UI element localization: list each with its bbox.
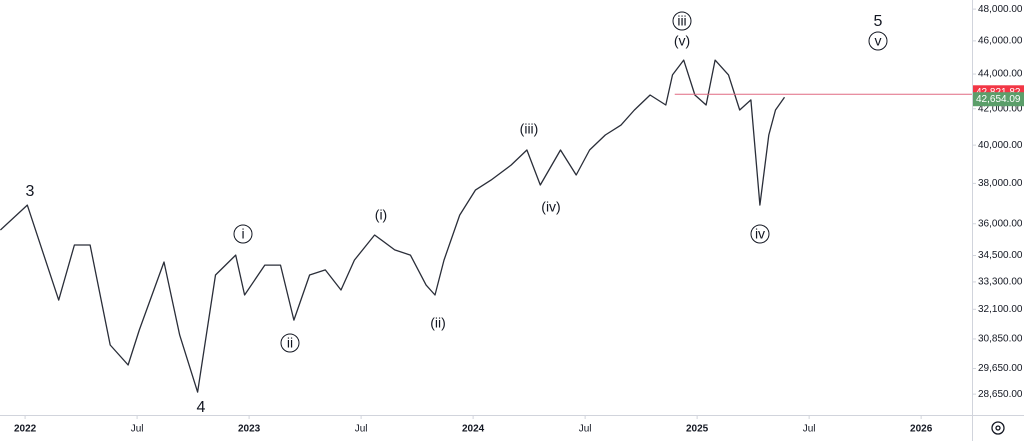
y-tick-label: 36,000.00 (978, 218, 1023, 229)
wave-label: 5 (874, 13, 883, 30)
y-tick-label: 28,650.00 (978, 389, 1023, 400)
wave-label: (i) (375, 207, 387, 223)
wave-circle (233, 224, 253, 244)
wave-circle (280, 333, 300, 353)
wave-circle (868, 31, 888, 51)
settings-gear-hub[interactable] (995, 425, 1001, 431)
price-label: 42,654.09 (976, 94, 1021, 105)
x-tick-label: Jul (579, 424, 592, 435)
wave-label: (ii) (430, 315, 446, 331)
y-tick-label: 34,500.00 (978, 250, 1023, 261)
x-tick-label: 2023 (238, 424, 261, 435)
wave-label: ii (287, 335, 293, 351)
x-tick-label: 2024 (462, 424, 485, 435)
wave-label: (iv) (541, 199, 560, 215)
x-tick-label: 2026 (910, 424, 933, 435)
x-tick-label: Jul (803, 424, 816, 435)
y-tick-label: 44,000.00 (978, 69, 1023, 80)
wave-circle (750, 224, 770, 244)
settings-icon[interactable] (991, 421, 1005, 435)
wave-label: 4 (197, 399, 206, 416)
y-tick-label: 40,000.00 (978, 140, 1023, 151)
x-tick-label: Jul (355, 424, 368, 435)
y-tick-label: 46,000.00 (978, 36, 1023, 47)
y-tick-label: 33,300.00 (978, 277, 1023, 288)
y-tick-label: 42,000.00 (978, 103, 1023, 114)
wave-label: (v) (674, 33, 690, 49)
wave-label: iv (755, 226, 765, 242)
wave-label: 3 (26, 183, 35, 200)
wave-label: (iii) (520, 121, 539, 137)
y-tick-label: 29,650.00 (978, 363, 1023, 374)
y-tick-label: 32,100.00 (978, 304, 1023, 315)
settings-gear[interactable] (991, 421, 1005, 435)
x-tick-label: 2022 (14, 424, 37, 435)
y-tick-label: 48,000.00 (978, 4, 1023, 15)
wave-label: iii (677, 13, 686, 29)
y-tick-label: 30,850.00 (978, 334, 1023, 345)
x-tick-label: 2025 (686, 424, 709, 435)
price-line (0, 59, 786, 393)
wave-label: i (241, 226, 244, 242)
x-tick-label: Jul (131, 424, 144, 435)
wave-circle (672, 11, 692, 31)
wave-label: v (875, 33, 882, 49)
y-tick-label: 38,000.00 (978, 178, 1023, 189)
price-label-box (973, 92, 1024, 107)
